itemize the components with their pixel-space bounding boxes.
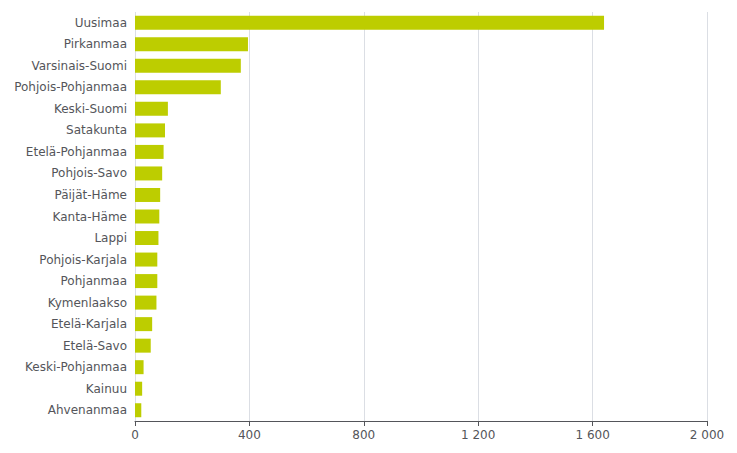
- svg-text:Kanta-Häme: Kanta-Häme: [53, 210, 127, 224]
- svg-text:2 000: 2 000: [690, 428, 724, 442]
- svg-text:800: 800: [352, 428, 375, 442]
- svg-text:Etelä-Pohjanmaa: Etelä-Pohjanmaa: [26, 145, 127, 159]
- svg-text:Uusimaa: Uusimaa: [75, 16, 127, 30]
- svg-text:Etelä-Karjala: Etelä-Karjala: [51, 317, 127, 331]
- svg-text:Etelä-Savo: Etelä-Savo: [63, 339, 127, 353]
- svg-text:0: 0: [131, 428, 139, 442]
- svg-text:Päijät-Häme: Päijät-Häme: [54, 188, 127, 202]
- svg-text:Keski-Pohjanmaa: Keski-Pohjanmaa: [25, 360, 127, 374]
- svg-text:Kymenlaakso: Kymenlaakso: [48, 296, 127, 310]
- svg-text:Pirkanmaa: Pirkanmaa: [64, 37, 127, 51]
- svg-text:Pohjanmaa: Pohjanmaa: [61, 274, 127, 288]
- svg-text:1 600: 1 600: [575, 428, 609, 442]
- svg-text:Ahvenanmaa: Ahvenanmaa: [48, 403, 127, 417]
- svg-text:1 200: 1 200: [461, 428, 495, 442]
- svg-text:Satakunta: Satakunta: [66, 123, 127, 137]
- svg-text:Lappi: Lappi: [94, 231, 127, 245]
- svg-text:Pohjois-Karjala: Pohjois-Karjala: [39, 253, 127, 267]
- svg-text:400: 400: [238, 428, 261, 442]
- svg-text:Pohjois-Savo: Pohjois-Savo: [51, 166, 127, 180]
- svg-text:Kainuu: Kainuu: [86, 382, 127, 396]
- svg-text:Keski-Suomi: Keski-Suomi: [54, 102, 127, 116]
- svg-text:Pohjois-Pohjanmaa: Pohjois-Pohjanmaa: [14, 80, 127, 94]
- svg-text:Varsinais-Suomi: Varsinais-Suomi: [31, 59, 127, 73]
